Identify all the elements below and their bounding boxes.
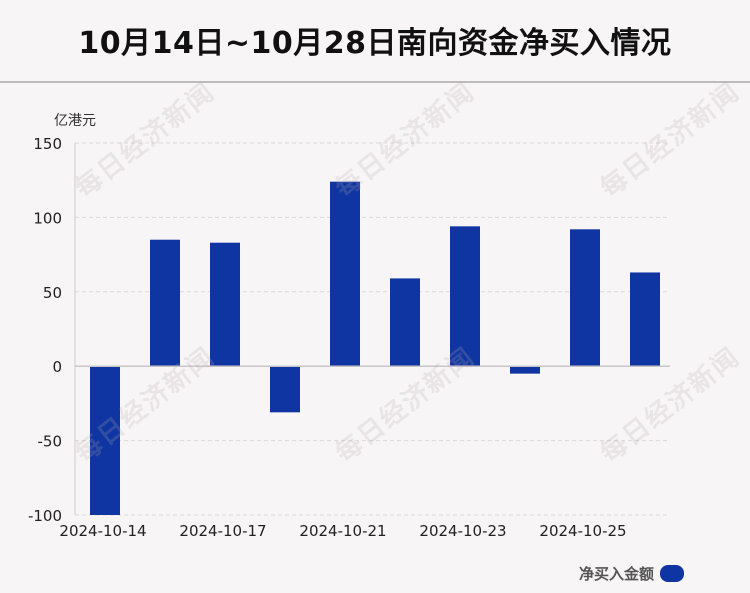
- y-tick-label: -50: [38, 433, 63, 451]
- legend: 净买入金额: [579, 563, 684, 584]
- x-tick-label: 2024-10-23: [419, 522, 506, 540]
- x-tick-label: 2024-10-21: [299, 522, 386, 540]
- title-divider: [0, 81, 750, 83]
- bar: [90, 366, 120, 515]
- bar: [510, 366, 540, 374]
- x-tick-label: 2024-10-14: [59, 522, 146, 540]
- legend-label: 净买入金额: [578, 565, 654, 583]
- y-tick-label: -100: [28, 507, 62, 525]
- y-axis-unit: 亿港元: [54, 113, 96, 129]
- bar: [630, 272, 660, 367]
- y-tick-label: 0: [52, 358, 62, 376]
- y-tick-label: 50: [43, 284, 62, 302]
- x-tick-label: 2024-10-17: [179, 522, 266, 540]
- bar: [150, 239, 180, 367]
- y-tick-label: 150: [33, 135, 62, 153]
- x-tick-label: 2024-10-25: [539, 522, 626, 540]
- bar: [450, 226, 480, 367]
- bar: [570, 229, 600, 367]
- legend-swatch: [660, 565, 684, 582]
- bar: [270, 366, 300, 413]
- chart-title: 10月14日~10月28日南向资金净买入情况: [78, 26, 672, 61]
- bar: [210, 242, 240, 367]
- y-tick-label: 100: [33, 209, 62, 227]
- bar: [390, 278, 420, 367]
- bar: [330, 181, 360, 367]
